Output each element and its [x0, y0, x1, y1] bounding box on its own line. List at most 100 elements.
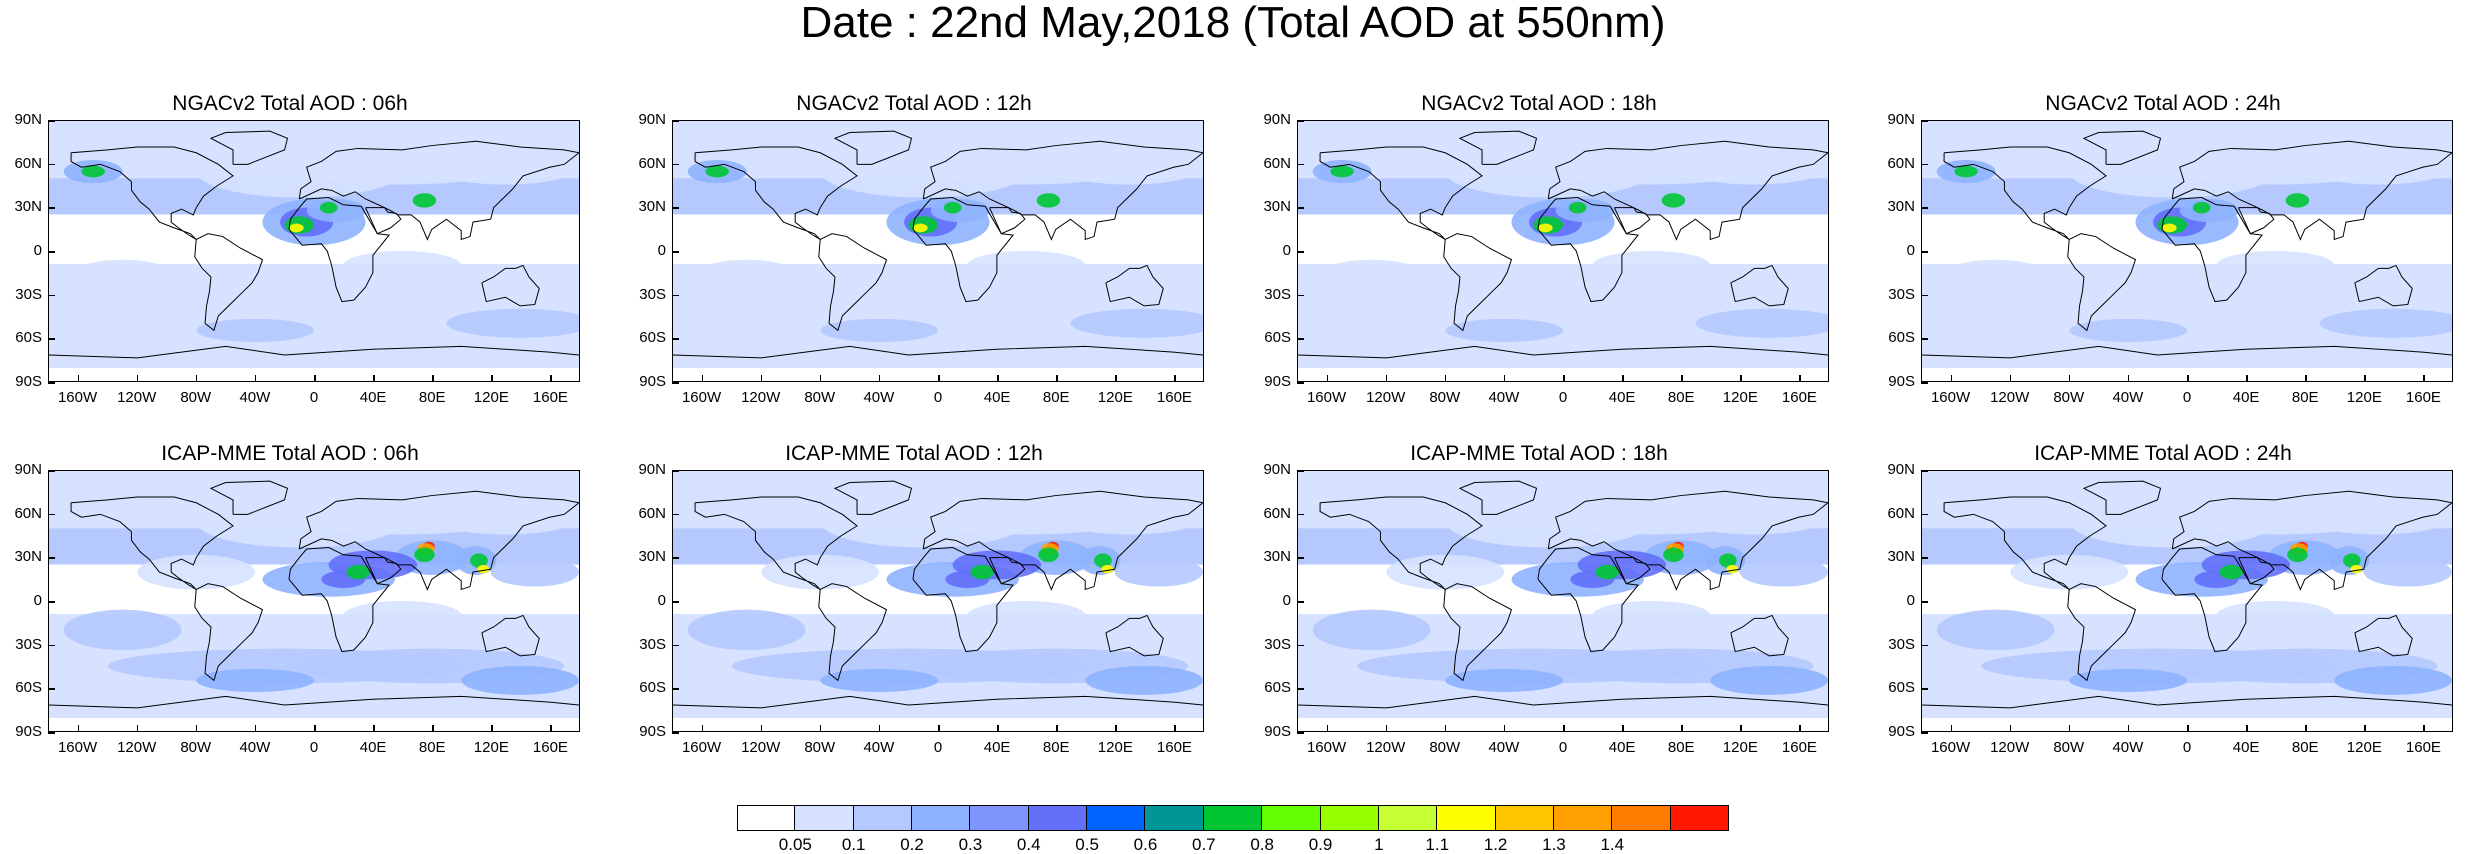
longitude-tick: [432, 375, 434, 382]
aod-plume: [2161, 223, 2177, 233]
longitude-tick: [819, 375, 822, 382]
aod-plume: [1663, 547, 1684, 562]
figure-title: Date : 22nd May,2018 (Total AOD at 550nm…: [800, 0, 1666, 47]
latitude-tick: [1921, 601, 1928, 603]
aod-plume: [1726, 564, 1739, 574]
longitude-tick: [1115, 375, 1117, 382]
aod-plume: [2343, 553, 2361, 568]
latitude-label: 60S: [15, 679, 42, 697]
aod-plume: [1094, 553, 1112, 568]
coastline: [298, 140, 579, 241]
coastline: [694, 146, 858, 240]
longitude-label: 120W: [117, 739, 157, 756]
map-panel-2: NGACv2 Total AOD : 12h 90N 60N 30N 0 30S 60S 90…: [624, 92, 1244, 412]
coastline: [365, 207, 402, 235]
longitude-label: 80W: [2053, 739, 2085, 756]
longitude-label: 160E: [2405, 739, 2441, 756]
longitude-label: 80E: [2291, 739, 2319, 756]
longitude-label: 40E: [2232, 389, 2260, 406]
latitude-tick: [672, 470, 679, 472]
longitude-label: 160E: [1781, 739, 1817, 756]
latitude-label: 60N: [1887, 154, 1915, 172]
coastline: [1443, 233, 1513, 332]
colorbar-label: 0.3: [958, 835, 983, 854]
aod-plume: [1710, 666, 1828, 695]
longitude-label: 80W: [804, 389, 836, 406]
longitude-label: 0: [309, 739, 319, 756]
coastline: [1547, 140, 1828, 241]
longitude-label: 120W: [741, 739, 781, 756]
longitude-label: 120W: [1990, 389, 2030, 406]
colorbar-label: 0.7: [1191, 835, 1216, 854]
coastline: [2354, 264, 2413, 307]
latitude-label: 30N: [14, 198, 42, 216]
panel-title: ICAP-MME Total AOD : 12h: [785, 442, 1043, 465]
colorbar-swatch: [1495, 805, 1554, 831]
longitude-label: 80W: [180, 739, 212, 756]
latitude-tick: [1921, 688, 1928, 690]
longitude-label: 160E: [1781, 389, 1817, 406]
panel-title: NGACv2 Total AOD : 12h: [796, 92, 1032, 115]
latitude-label: 60S: [1888, 329, 1915, 347]
longitude-label: 0: [2182, 739, 2192, 756]
latitude-label: 30N: [638, 548, 666, 566]
latitude-label: 0: [1906, 592, 1915, 609]
longitude-label: 120E: [1722, 739, 1758, 756]
map-panel-6: ICAP-MME Total AOD : 12h 90N 60N 30N 0 30S 60S…: [624, 442, 1244, 762]
longitude-label: 120E: [2346, 739, 2382, 756]
latitude-label: 60N: [638, 504, 666, 522]
map-panel-3: NGACv2 Total AOD : 18h 90N 60N 30N 0 30S 60S 90…: [1249, 92, 1869, 412]
longitude-label: 80E: [418, 739, 446, 756]
coastline: [912, 197, 1015, 303]
latitude-tick: [672, 120, 679, 122]
latitude-tick: [48, 338, 55, 340]
latitude-tick: [1297, 163, 1304, 166]
latitude-label: 90S: [15, 373, 42, 390]
latitude-tick: [48, 120, 55, 122]
longitude-tick: [1503, 725, 1506, 732]
latitude-label: 90S: [1264, 723, 1291, 740]
aod-plume: [1038, 547, 1059, 562]
longitude-tick: [2009, 375, 2012, 382]
longitude-label: 40E: [1608, 739, 1636, 756]
panel-title: NGACv2 Total AOD : 06h: [172, 92, 408, 115]
latitude-tick: [672, 601, 679, 603]
latitude-tick: [1297, 513, 1304, 516]
longitude-label: 160W: [1306, 389, 1347, 406]
colorbar-label: 1.2: [1483, 835, 1508, 854]
aod-plume: [477, 564, 490, 574]
coastline: [49, 345, 579, 359]
longitude-label: 80E: [1042, 739, 1070, 756]
coastline: [989, 207, 1026, 235]
longitude-label: 160E: [2405, 389, 2441, 406]
aod-plume: [1695, 308, 1828, 338]
aod-plume: [1739, 557, 1828, 587]
aod-plume: [470, 553, 488, 568]
colorbar-swatch: [1262, 805, 1321, 831]
longitude-label: 80E: [418, 389, 446, 406]
colorbar-label: 0.6: [1133, 835, 1158, 854]
coastline: [818, 583, 888, 682]
longitude-tick: [819, 725, 822, 732]
longitude-tick: [878, 725, 881, 732]
aod-plume: [1445, 668, 1563, 692]
coastline: [481, 614, 540, 657]
coastline: [298, 490, 579, 591]
latitude-label: 60N: [14, 504, 42, 522]
longitude-tick: [2423, 725, 2425, 732]
latitude-label: 90N: [1263, 111, 1291, 128]
aod-plume: [1114, 557, 1203, 587]
longitude-label: 40W: [2112, 739, 2144, 756]
longitude-tick: [760, 375, 763, 382]
longitude-label: 120E: [1097, 739, 1133, 756]
latitude-label: 30S: [1888, 635, 1915, 653]
aod-plume: [343, 601, 462, 630]
latitude-tick: [48, 557, 55, 559]
latitude-label: 90S: [1264, 373, 1291, 390]
colorbar-label: 0.1: [841, 835, 866, 854]
longitude-label: 40E: [359, 739, 387, 756]
aod-plume: [687, 259, 806, 301]
longitude-label: 40E: [1608, 389, 1636, 406]
longitude-label: 160W: [57, 739, 98, 756]
aod-plume: [1386, 554, 1505, 590]
